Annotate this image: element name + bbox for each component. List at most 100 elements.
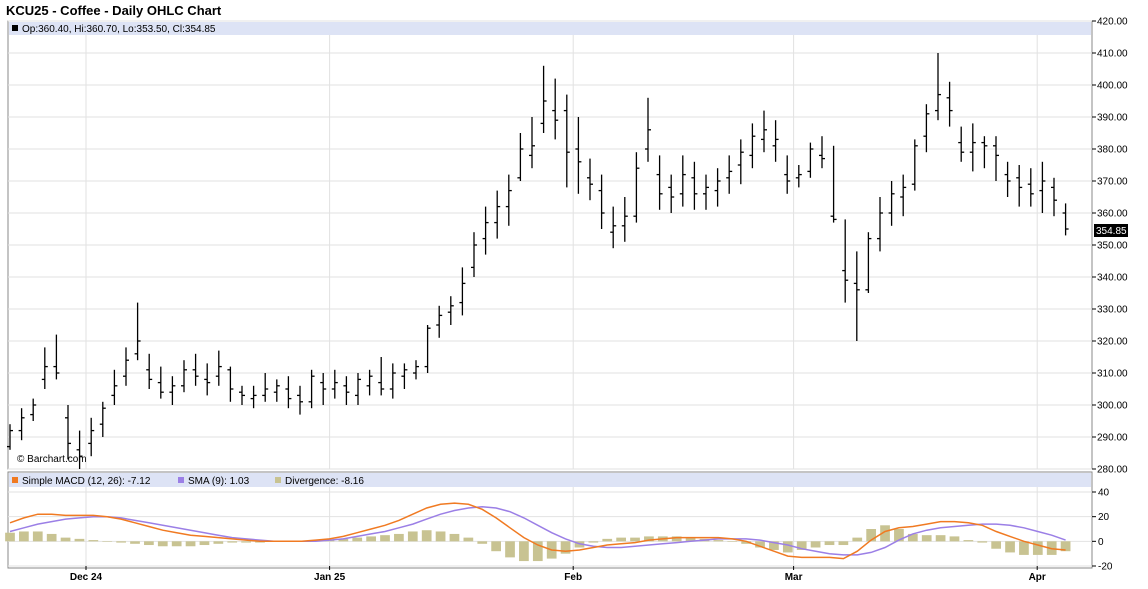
ohlc-bar [645,97,651,162]
divergence-bar [782,541,793,553]
divergence-bar [463,537,474,542]
ohlc-bar [146,353,153,389]
ohlc-bar [459,267,466,316]
divergence-bar [991,541,1002,549]
divergence-bar [810,541,821,548]
x-tick-label: Apr [1029,572,1046,583]
ohlc-bar [401,363,408,389]
ohlc-bar [157,366,164,399]
divergence-bar [144,541,154,546]
ohlc-bar [88,417,95,457]
sma-legend-swatch [178,477,184,483]
ohlc-bar [65,405,71,460]
divergence-bar [616,537,626,542]
divergence-bar [630,537,640,542]
ohlc-legend: Op:360.40, Hi:360.70, Lo:353.50, Cl:354.… [22,24,216,35]
price-tick-label: 340.00 [1097,273,1128,284]
ohlc-bar [331,369,338,399]
divergence-bar [532,541,543,562]
ohlc-bar [807,142,814,178]
divergence-bar [602,538,613,542]
ohlc-bar [517,133,524,181]
x-tick-label: Jan 25 [314,572,346,583]
ohlc-bar [679,155,686,207]
ohlc-bar [911,139,918,191]
ohlc-bar [853,251,860,341]
divergence-bar [921,535,932,542]
divergence-bar [185,541,196,547]
ohlc-bar [447,296,454,325]
ohlc-bar [668,174,675,213]
ohlc-bar [262,373,269,402]
ohlc-bar [958,126,965,162]
ohlc-bar [366,369,373,396]
ohlc-bar [888,181,895,226]
price-tick-label: 310.00 [1097,369,1128,380]
ohlc-bar [389,363,396,399]
ohlc-bar [320,373,327,405]
ohlc-bar [181,360,187,393]
ohlc-legend-swatch [12,25,18,31]
ohlc-bar [784,155,791,194]
divergence-bar [88,540,99,542]
price-tick-label: 320.00 [1097,337,1128,348]
divergence-bar [74,538,85,542]
divergence-bar [199,541,210,546]
ohlc-bar [772,120,779,162]
watermark: © Barchart.com [17,454,87,465]
ohlc-bar [633,152,640,223]
divergence-bar [1019,541,1029,555]
ohlc-bar [53,334,60,380]
divergence-bar [644,536,654,542]
divergence-bar [227,541,238,543]
divergence-bar [130,541,140,544]
macd-line [9,502,1066,560]
ohlc-bar [505,174,512,226]
ohlc-bar [587,158,593,201]
divergence-bar [1032,541,1043,555]
ohlc-bar [703,174,709,210]
price-tick-label: 390.00 [1097,113,1128,124]
divergence-bar [407,531,418,542]
ohlc-bar [169,376,176,405]
ohlc-bar [935,53,941,121]
divergence-bar [755,541,765,548]
ohlc-bar [621,197,628,242]
ohlc-bar [436,305,443,338]
ohlc-bar [575,117,582,194]
divergence-bar [5,532,15,542]
ohlc-bars [7,53,1069,469]
macd-legend-swatch [12,477,18,483]
divergence-bar [157,541,168,547]
sma-legend: SMA (9): 1.03 [188,476,250,487]
divergence-bar [741,541,752,544]
ohlc-bar [227,366,234,402]
ohlc-bar [969,123,976,172]
ohlc-bar [923,104,930,153]
divergence-bar [852,537,863,542]
macd-legend: Simple MACD (12, 26): -7.12 [22,476,151,487]
divergence-bar [505,541,515,558]
ohlc-bar [494,190,501,239]
ohlc-bar [540,65,547,133]
ohlc-bar [830,145,837,223]
ohlc-bar [297,385,303,415]
divergence-bar [560,541,571,554]
price-tick-label: 420.00 [1097,17,1128,28]
ohlc-bar [877,197,883,252]
ohlc-bar [900,174,907,217]
divergence-bar [449,533,460,542]
ohlc-bar [215,350,222,386]
price-tick-label: 290.00 [1097,433,1128,444]
divergence-bar [241,541,251,543]
ohlc-bar [749,123,756,169]
price-tick-label: 370.00 [1097,177,1128,188]
divergence-bar [19,531,29,542]
divergence-bar [963,540,974,542]
price-tick-label: 360.00 [1097,209,1128,220]
ohlc-bar [761,110,767,153]
divergence-bar [727,541,738,542]
divergence-bar [46,533,57,542]
divergence-bar [366,536,376,542]
